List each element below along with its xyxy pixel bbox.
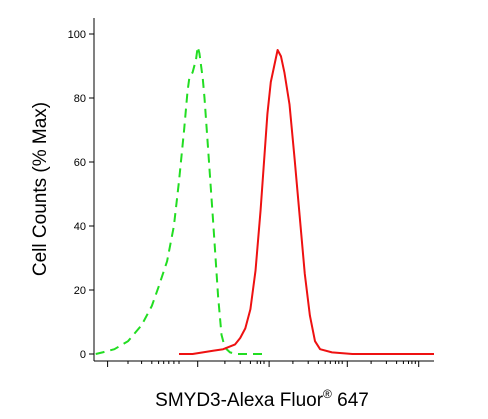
y-tick-label-100: 100 [68, 29, 86, 41]
y-tick-label-20: 20 [74, 285, 86, 297]
sample-series-line [179, 49, 434, 355]
x-ticks [107, 361, 420, 367]
control-series-line [95, 45, 264, 355]
x-axis-title-main: SMYD3-Alexa Fluor [155, 390, 324, 411]
x-axis-title-suffix: 647 [332, 390, 369, 411]
y-axis-title: Cell Counts (% Max) [30, 102, 51, 276]
y-tick-label-40: 40 [74, 221, 86, 233]
y-tick-label-0: 0 [80, 349, 86, 361]
y-tick-label-60: 60 [74, 157, 86, 169]
y-tick-labels: 0 20 40 60 80 100 [68, 29, 86, 361]
axes [93, 18, 434, 362]
y-tick-label-80: 80 [74, 93, 86, 105]
y-ticks [89, 33, 94, 355]
x-axis-title-superscript: ® [323, 387, 332, 401]
series-layer [95, 45, 434, 355]
x-axis-title: SMYD3-Alexa Fluor® 647 [155, 387, 369, 411]
